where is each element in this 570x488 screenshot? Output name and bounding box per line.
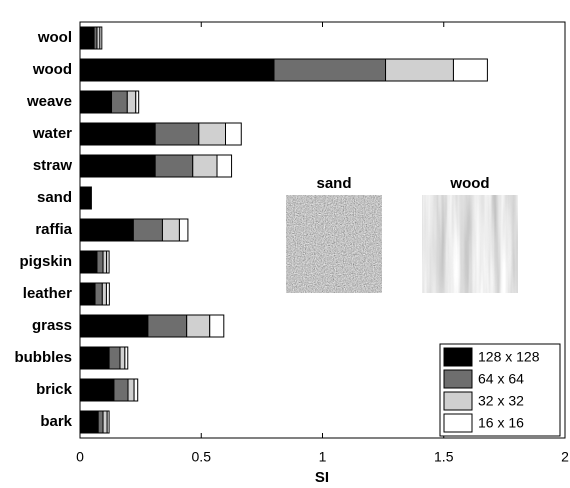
bar-segment xyxy=(386,59,454,81)
bar-segment xyxy=(103,411,107,433)
bar-segment xyxy=(187,315,210,337)
bar-segment xyxy=(210,315,224,337)
y-tick-label: raffia xyxy=(35,221,72,238)
chart: sand wood SI wool wood weave water straw sand… xyxy=(0,0,570,488)
bar-segment xyxy=(125,347,128,369)
bar-segment xyxy=(80,59,274,81)
bar-segment xyxy=(106,283,109,305)
y-tick-label: bark xyxy=(40,413,72,430)
bar-segment xyxy=(80,347,109,369)
bar-segment xyxy=(97,251,103,273)
bar-segment xyxy=(226,123,242,145)
bar-segment xyxy=(80,155,155,177)
image-label: wood xyxy=(449,175,489,192)
bar-segment xyxy=(80,251,97,273)
bar-segment xyxy=(136,91,139,113)
x-tick-label: 0 xyxy=(76,449,84,465)
legend-swatch xyxy=(444,414,472,432)
bar-segment xyxy=(95,283,102,305)
y-tick-label: straw xyxy=(33,157,73,174)
bar-segment xyxy=(193,155,217,177)
bar-segment xyxy=(112,91,128,113)
bar-segment xyxy=(98,411,103,433)
bar-segment xyxy=(155,123,199,145)
y-tick-label: wool xyxy=(37,29,72,46)
bar-segment xyxy=(179,219,187,241)
image-label: sand xyxy=(316,175,351,192)
bar-segment xyxy=(133,219,162,241)
x-tick-label: 0.5 xyxy=(192,449,212,465)
x-tick-label: 1 xyxy=(319,449,327,465)
bar-segment xyxy=(109,347,120,369)
bar-segment xyxy=(100,27,102,49)
bar-segment xyxy=(80,27,94,49)
legend-label: 16 x 16 xyxy=(478,415,524,431)
y-tick-label: grass xyxy=(32,317,72,334)
bar-segment xyxy=(114,379,128,401)
bar-segment xyxy=(107,251,109,273)
bar-segment xyxy=(80,123,155,145)
x-axis-label: SI xyxy=(315,469,329,486)
bar-segment xyxy=(128,379,134,401)
bar-segment xyxy=(199,123,226,145)
y-tick-label: pigskin xyxy=(19,253,72,270)
bar-segment xyxy=(80,187,89,209)
bar-segment xyxy=(127,91,135,113)
legend-swatch xyxy=(444,392,472,410)
bar-segment xyxy=(80,283,95,305)
y-tick-label: wood xyxy=(32,61,72,78)
legend-swatch xyxy=(444,370,472,388)
sand-texture-image xyxy=(286,195,382,293)
bar-segment xyxy=(274,59,386,81)
legend-swatch xyxy=(444,348,472,366)
bar-segment xyxy=(91,187,92,209)
bar-segment xyxy=(453,59,487,81)
bar-segment xyxy=(80,219,133,241)
bar-segment xyxy=(134,379,138,401)
bar-segment xyxy=(80,315,148,337)
bar-segment xyxy=(217,155,232,177)
bar-segment xyxy=(148,315,187,337)
bar-segment xyxy=(80,91,112,113)
y-tick-label: brick xyxy=(36,381,73,398)
wood-texture-image xyxy=(422,195,518,293)
y-tick-label: water xyxy=(32,125,72,142)
legend-label: 64 x 64 xyxy=(478,371,524,387)
x-tick-label: 1.5 xyxy=(434,449,454,465)
y-tick-label: leather xyxy=(23,285,72,302)
bar-segment xyxy=(120,347,125,369)
bar-segment xyxy=(103,251,107,273)
bar-segment xyxy=(80,411,98,433)
legend-label: 32 x 32 xyxy=(478,393,524,409)
bar-segment xyxy=(107,411,109,433)
bar-segment xyxy=(80,379,114,401)
y-tick-label: bubbles xyxy=(14,349,72,366)
bar-segment xyxy=(162,219,179,241)
y-tick-label: weave xyxy=(26,93,72,110)
y-tick-label: sand xyxy=(37,189,72,206)
bar-segment xyxy=(155,155,193,177)
bar-segment xyxy=(102,283,106,305)
legend-label: 128 x 128 xyxy=(478,349,540,365)
x-tick-label: 2 xyxy=(561,449,569,465)
